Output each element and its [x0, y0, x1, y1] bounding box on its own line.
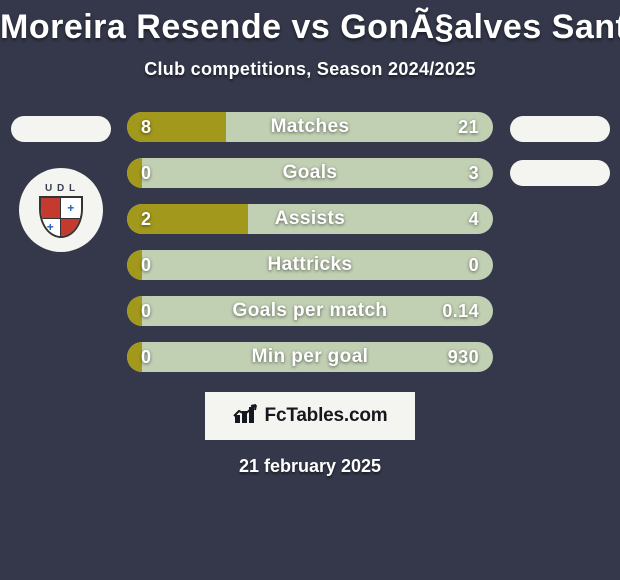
stat-value-left: 0 — [127, 301, 185, 322]
stat-bar: 2 Assists 4 — [127, 204, 493, 234]
date-label: 21 february 2025 — [0, 456, 620, 477]
stat-value-right: 3 — [435, 163, 493, 184]
left-team-badge: U D L + + — [19, 168, 103, 252]
stat-value-left: 0 — [127, 255, 185, 276]
fctables-label: FcTables.com — [265, 405, 388, 427]
stat-value-right: 21 — [435, 117, 493, 138]
left-team-column: U D L + + — [8, 112, 113, 252]
fctables-logo-icon — [233, 405, 259, 427]
stat-bar: 0 Min per goal 930 — [127, 342, 493, 372]
comparison-container: U D L + + 8 Matches 21 — [0, 112, 620, 372]
right-team-column — [507, 112, 612, 186]
stat-bar: 0 Hattricks 0 — [127, 250, 493, 280]
stat-label: Goals per match — [185, 300, 435, 322]
right-flag-pill-2 — [510, 160, 610, 186]
stat-bar: 8 Matches 21 — [127, 112, 493, 142]
stat-value-right: 0.14 — [435, 301, 493, 322]
stat-value-left: 8 — [127, 117, 185, 138]
stat-label: Hattricks — [185, 254, 435, 276]
stat-value-left: 0 — [127, 163, 185, 184]
stat-label: Goals — [185, 162, 435, 184]
stat-value-right: 0 — [435, 255, 493, 276]
stat-label: Min per goal — [185, 346, 435, 368]
stat-label: Matches — [185, 116, 435, 138]
stat-value-left: 2 — [127, 209, 185, 230]
left-team-badge-text: U D L — [45, 183, 76, 194]
subtitle: Club competitions, Season 2024/2025 — [0, 59, 620, 80]
left-flag-pill-1 — [11, 116, 111, 142]
right-flag-pill-1 — [510, 116, 610, 142]
stat-value-right: 930 — [435, 347, 493, 368]
stat-bars-container: 8 Matches 21 0 Goals 3 2 Assists 4 0 Hat… — [127, 112, 493, 372]
stat-value-left: 0 — [127, 347, 185, 368]
shield-icon: + + — [39, 196, 83, 238]
stat-label: Assists — [185, 208, 435, 230]
stat-value-right: 4 — [435, 209, 493, 230]
stat-bar: 0 Goals 3 — [127, 158, 493, 188]
page-title: Moreira Resende vs GonÃ§alves Santos — [0, 0, 620, 47]
fctables-watermark: FcTables.com — [205, 392, 415, 440]
stat-bar: 0 Goals per match 0.14 — [127, 296, 493, 326]
